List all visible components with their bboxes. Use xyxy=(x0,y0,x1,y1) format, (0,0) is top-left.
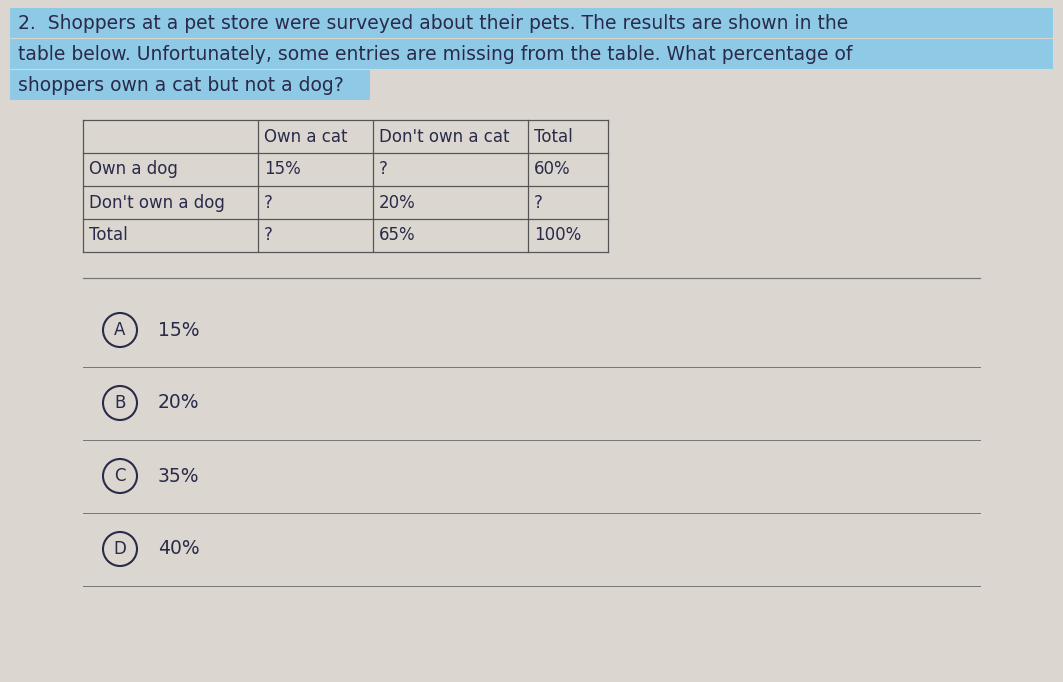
Text: 65%: 65% xyxy=(379,226,416,245)
Text: ?: ? xyxy=(534,194,543,211)
Text: B: B xyxy=(115,394,125,412)
Text: Total: Total xyxy=(534,128,573,145)
Text: ?: ? xyxy=(379,160,388,179)
Text: 20%: 20% xyxy=(379,194,416,211)
Text: Own a cat: Own a cat xyxy=(264,128,348,145)
Text: Don't own a cat: Don't own a cat xyxy=(379,128,509,145)
Text: D: D xyxy=(114,540,126,558)
Text: shoppers own a cat but not a dog?: shoppers own a cat but not a dog? xyxy=(18,76,343,95)
Text: Don't own a dog: Don't own a dog xyxy=(89,194,225,211)
Text: Total: Total xyxy=(89,226,128,245)
Text: C: C xyxy=(114,467,125,485)
Text: 15%: 15% xyxy=(158,321,200,340)
Text: Own a dog: Own a dog xyxy=(89,160,178,179)
Text: 60%: 60% xyxy=(534,160,571,179)
Text: 2.  Shoppers at a pet store were surveyed about their pets. The results are show: 2. Shoppers at a pet store were surveyed… xyxy=(18,14,848,33)
Bar xyxy=(10,39,1053,69)
Text: table below. Unfortunately, some entries are missing from the table. What percen: table below. Unfortunately, some entries… xyxy=(18,45,853,64)
Text: 35%: 35% xyxy=(158,466,200,486)
Text: ?: ? xyxy=(264,194,273,211)
Text: 15%: 15% xyxy=(264,160,301,179)
Text: A: A xyxy=(115,321,125,339)
Text: 40%: 40% xyxy=(158,539,200,559)
Bar xyxy=(10,70,370,100)
Text: 100%: 100% xyxy=(534,226,581,245)
Text: 20%: 20% xyxy=(158,394,200,413)
Text: ?: ? xyxy=(264,226,273,245)
Bar xyxy=(10,8,1053,38)
